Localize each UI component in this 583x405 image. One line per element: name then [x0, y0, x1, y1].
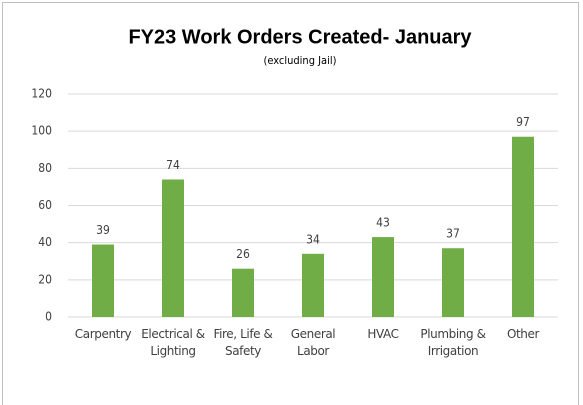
x-tick-label: Plumbing & Irrigation — [420, 327, 486, 358]
bar — [442, 248, 464, 317]
x-tick-label: Fire, Life & Safety — [213, 327, 273, 358]
x-tick-label: Other — [506, 327, 540, 341]
data-label: 37 — [446, 227, 460, 241]
y-tick-label: 0 — [45, 310, 52, 324]
data-label: 74 — [166, 158, 180, 172]
bar — [372, 237, 394, 317]
y-tick-label: 120 — [31, 87, 52, 101]
x-tick-label: Carpentry — [74, 327, 132, 341]
y-tick-label: 60 — [38, 198, 52, 212]
x-tick-label: HVAC — [367, 327, 399, 341]
y-tick-label: 40 — [38, 235, 52, 249]
bar — [92, 244, 114, 317]
data-label: 43 — [376, 216, 390, 230]
chart-subtitle: (excluding Jail) — [264, 54, 337, 67]
y-tick-label: 20 — [38, 272, 52, 286]
x-tick-label: Electrical & Lighting — [141, 327, 205, 358]
bar — [232, 268, 254, 317]
data-label: 97 — [516, 115, 530, 129]
y-tick-label: 100 — [31, 124, 52, 138]
data-label: 39 — [96, 223, 110, 237]
bar — [162, 179, 184, 317]
bar — [302, 253, 324, 317]
x-tick-label: General Labor — [290, 327, 336, 358]
y-tick-label: 80 — [38, 161, 52, 175]
data-label: 26 — [236, 247, 250, 261]
data-label: 34 — [306, 232, 320, 246]
chart-title: FY23 Work Orders Created- January — [128, 26, 472, 48]
bar — [512, 136, 534, 317]
